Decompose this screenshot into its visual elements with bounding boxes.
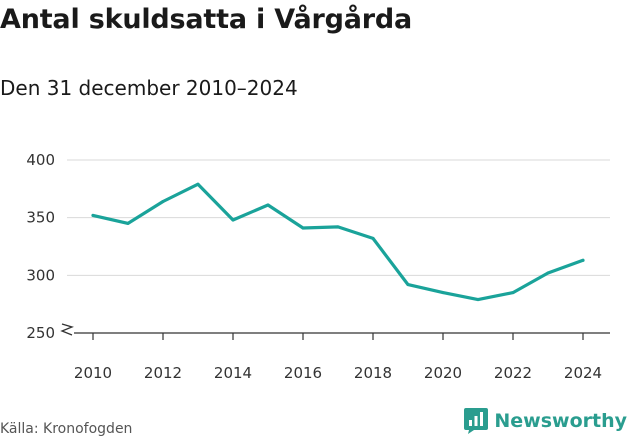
- data-point: [511, 291, 515, 295]
- data-point: [161, 200, 165, 204]
- axis-break-icon: [60, 323, 74, 336]
- brand-name: Newsworthy: [494, 410, 627, 432]
- newsworthy-logo: Newsworthy: [464, 408, 627, 434]
- data-point: [546, 271, 550, 275]
- chart-title: Antal skuldsatta i Vårgårda: [0, 4, 413, 35]
- data-point: [196, 182, 200, 186]
- data-point: [231, 218, 235, 222]
- data-point: [91, 213, 95, 217]
- y-tick-label: 400: [26, 151, 55, 169]
- chart-subtitle: Den 31 december 2010–2024: [0, 76, 298, 100]
- x-tick-label: 2022: [494, 364, 532, 382]
- data-point: [406, 283, 410, 287]
- x-tick-label: 2016: [284, 364, 322, 382]
- data-point: [126, 221, 130, 225]
- x-tick-label: 2014: [214, 364, 252, 382]
- x-tick-label: 2018: [354, 364, 392, 382]
- data-point: [441, 291, 445, 295]
- y-tick-label: 250: [26, 324, 55, 342]
- data-point: [476, 298, 480, 302]
- x-tick-label: 2010: [74, 364, 112, 382]
- bar-chart-icon: [464, 408, 489, 434]
- source-note: Källa: Kronofogden: [0, 421, 133, 437]
- y-tick-label: 350: [26, 209, 55, 227]
- data-point: [301, 226, 305, 230]
- x-tick-label: 2012: [144, 364, 182, 382]
- y-tick-label: 300: [26, 266, 55, 284]
- data-point: [336, 225, 340, 229]
- data-point: [581, 258, 585, 262]
- data-point: [266, 203, 270, 207]
- x-tick-label: 2024: [564, 364, 602, 382]
- x-tick-label: 2020: [424, 364, 462, 382]
- data-point: [371, 236, 375, 240]
- series-line: [91, 182, 585, 302]
